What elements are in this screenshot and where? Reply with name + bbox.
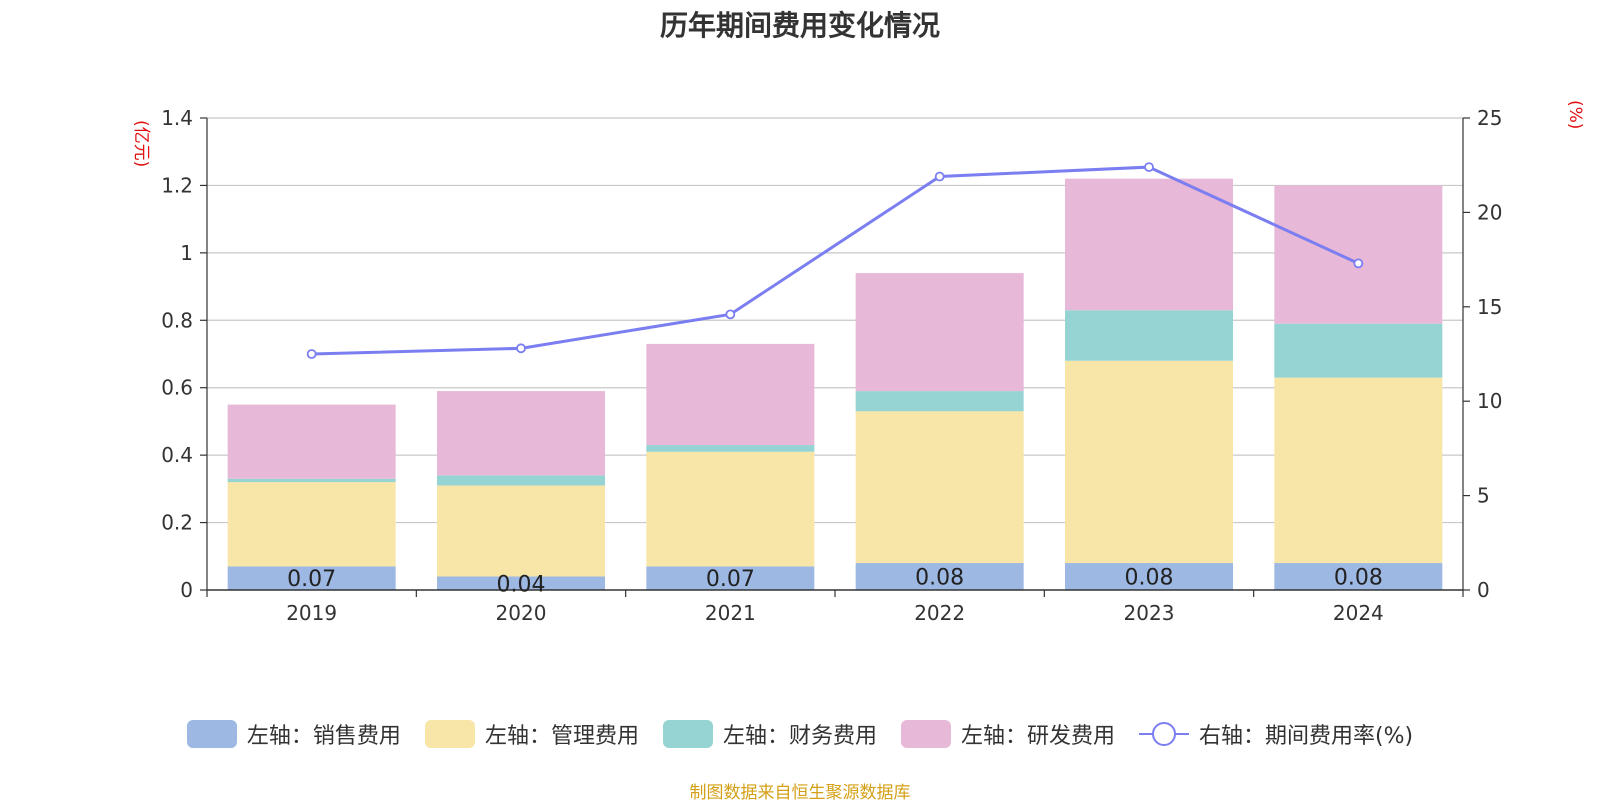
expense-rate-point [1353,258,1364,269]
chart-canvas: 0 0.2 0.4 0.6 0.8 1 1.2 1.4 0 5 10 15 20 25 2019 2020 20… [161,106,1502,625]
bar-segment [855,563,1024,590]
left-axis-tick-label: 0.4 [161,443,193,467]
bar-data-label: 0.04 [497,572,546,597]
bar-segment [1065,178,1233,311]
legend-item-finance[interactable]: 左轴：财务费用 [662,718,877,750]
bar-segment [227,404,396,479]
expense-rate-point [1144,162,1154,172]
legend-label-expense-rate: 右轴：期间费用率(%) [1198,724,1414,749]
left-axis-tick-label: 1.2 [161,173,193,197]
legend: 左轴：销售费用 左轴：管理费用 左轴：财务费用 左轴：研发费用 右轴：期间费用率… [0,718,1600,750]
right-axis-tick-label: 0 [1477,578,1490,602]
x-axis-tick-label: 2023 [1124,601,1175,625]
bar-data-label: 0.07 [706,567,755,592]
bar-segment [1274,563,1443,590]
bar-segment [1274,185,1443,324]
x-axis-tick-label: 2019 [286,601,337,625]
legend-label-rnd: 左轴：研发费用 [960,724,1115,749]
right-axis-tick-label: 25 [1477,106,1502,130]
bar-segment [855,391,1024,412]
bar-segment [437,485,605,577]
right-axis-tick-label: 15 [1477,295,1502,319]
x-axis-tick-label: 2024 [1333,601,1384,625]
chart-title: 历年期间费用变化情况 [659,9,940,42]
legend-label-admin: 左轴：管理费用 [484,724,639,749]
legend-swatch-admin [424,720,475,748]
legend-swatch-sales [186,720,237,748]
legend-item-sales[interactable]: 左轴：销售费用 [186,718,401,750]
right-axis-tick-label: 10 [1477,389,1502,413]
bar-segment [437,475,605,486]
bar-segment [646,451,815,567]
expense-rate-point [725,309,736,320]
left-axis-tick-label: 0.6 [161,376,193,400]
left-axis-tick-label: 1 [180,241,193,265]
bar-data-label: 0.08 [1334,566,1383,591]
x-axis-tick-label: 2022 [914,601,965,625]
expense-rate-point [934,171,945,182]
left-axis-tick-label: 0.2 [161,511,193,535]
legend-item-rnd[interactable]: 左轴：研发费用 [900,718,1115,750]
x-axis-tick-label: 2021 [705,601,756,625]
bar-segment [437,576,605,590]
legend-item-expense-rate[interactable]: 右轴：期间费用率(%) [1138,718,1414,750]
x-axis-tick-label: 2020 [496,601,547,625]
bar-segment [227,482,396,567]
legend-swatch-rnd [900,720,951,748]
bar-segment [227,566,396,590]
bar-segment [1065,310,1233,361]
legend-swatch-finance [662,720,713,748]
bar-segment [646,445,815,452]
bar-segment [1274,377,1443,564]
bar-segment [646,343,815,446]
right-axis-tick-label: 20 [1477,200,1502,224]
bar-segment [1274,323,1443,378]
expense-rate-point [516,343,526,354]
bar-segment [1065,360,1233,564]
bar-data-label: 0.08 [915,566,964,591]
left-axis-tick-label: 0.8 [161,308,193,332]
bar-data-label: 0.08 [1125,566,1174,591]
bar-segment [227,478,396,483]
legend-label-sales: 左轴：销售费用 [246,724,401,749]
source-note: 制图数据来自恒生聚源数据库 [689,783,911,803]
bar-segment [437,391,605,476]
left-axis-tick-label: 0 [180,578,193,602]
bar-segment [855,273,1024,392]
left-axis-tick-label: 1.4 [161,106,193,130]
expense-rate-point [306,349,317,359]
expense-rate-line [311,165,1359,356]
bar-segment [855,411,1024,564]
legend-swatch-expense-rate [1138,720,1189,748]
right-axis-tick-label: 5 [1477,484,1490,508]
bar-segment [646,566,815,590]
bar-data-label: 0.07 [287,567,336,592]
bar-segment [1065,563,1233,590]
legend-item-admin[interactable]: 左轴：管理费用 [424,718,639,750]
legend-label-finance: 左轴：财务费用 [722,724,877,749]
